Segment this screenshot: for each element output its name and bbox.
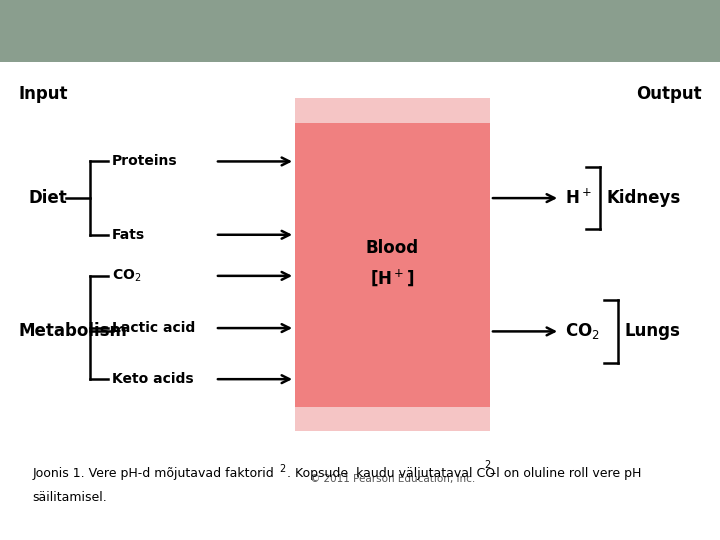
Text: [H$^+$]: [H$^+$]: [370, 268, 415, 288]
Text: Kidneys: Kidneys: [606, 189, 680, 207]
Text: Output: Output: [636, 85, 702, 103]
Text: Lactic acid: Lactic acid: [112, 321, 195, 335]
Text: 2: 2: [279, 464, 286, 475]
Bar: [295, 98, 490, 431]
Text: Lungs: Lungs: [624, 322, 680, 340]
Text: Metabolism: Metabolism: [18, 322, 127, 340]
Text: Keto acids: Keto acids: [112, 372, 194, 386]
Text: Input: Input: [18, 85, 68, 103]
Text: –l on oluline roll vere pH: –l on oluline roll vere pH: [490, 467, 641, 480]
Text: H$^+$: H$^+$: [565, 188, 592, 208]
Text: Diet: Diet: [28, 189, 67, 207]
Text: Proteins: Proteins: [112, 154, 178, 168]
Text: © 2011 Pearson Education, Inc.: © 2011 Pearson Education, Inc.: [310, 474, 475, 484]
Text: CO$_2$: CO$_2$: [565, 321, 600, 341]
Text: Joonis 1. Vere pH-d mõjutavad faktorid: Joonis 1. Vere pH-d mõjutavad faktorid: [32, 467, 278, 480]
Text: Blood: Blood: [366, 239, 419, 257]
Text: CO$_2$: CO$_2$: [112, 268, 141, 284]
Text: 2: 2: [484, 460, 490, 470]
Text: Fats: Fats: [112, 228, 145, 242]
Text: säilitamisel.: säilitamisel.: [32, 491, 107, 504]
Text: . Kopsude  kaudu väljutataval CO: . Kopsude kaudu väljutataval CO: [287, 467, 495, 480]
Bar: [295, 123, 490, 407]
